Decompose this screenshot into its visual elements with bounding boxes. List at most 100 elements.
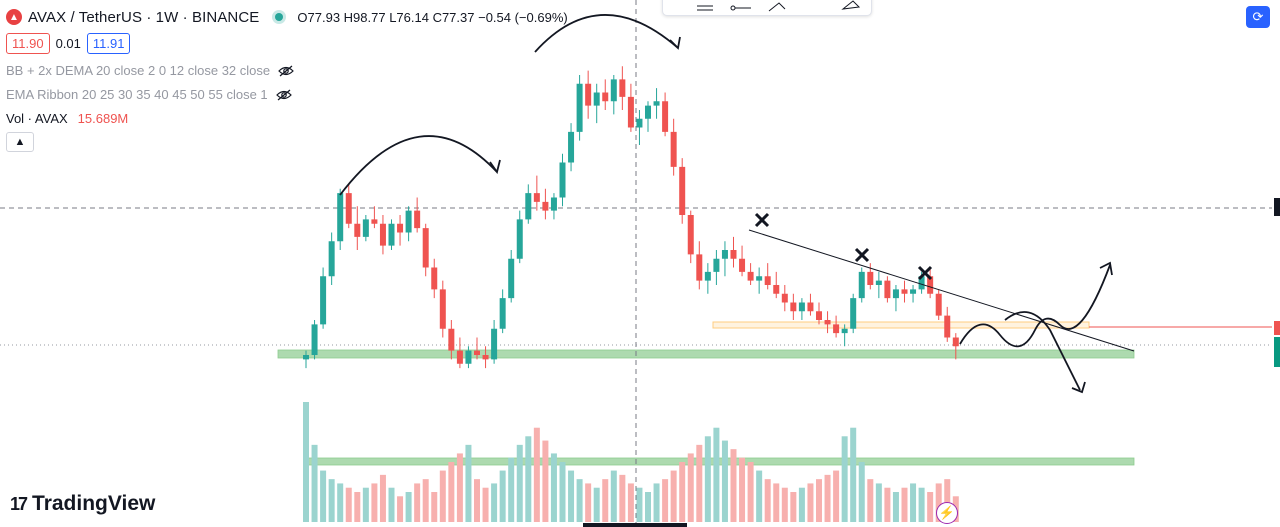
volume-bar xyxy=(824,474,831,522)
candle-body xyxy=(431,267,438,290)
volume-bar xyxy=(747,462,754,522)
indicator-label: EMA Ribbon 20 25 30 35 40 45 50 55 close… xyxy=(6,87,268,102)
arrowhead-1 xyxy=(489,159,501,175)
volume-legend[interactable]: Vol · AVAX 15.689M xyxy=(6,111,128,126)
volume-bar xyxy=(636,487,643,522)
drawing-toolbar[interactable] xyxy=(662,0,872,16)
candle-body xyxy=(542,201,549,211)
candle-body xyxy=(867,271,874,285)
volume-bar xyxy=(935,483,942,522)
candle-body xyxy=(328,241,335,277)
spread-value: 0.01 xyxy=(55,36,81,51)
eye-off-icon[interactable] xyxy=(275,89,292,101)
candle-body xyxy=(687,215,694,255)
eye-off-icon[interactable] xyxy=(278,65,294,77)
candle-body xyxy=(379,223,386,246)
volume-bar xyxy=(397,496,404,522)
volume-bar xyxy=(781,487,788,522)
projection-down-path xyxy=(1004,311,1081,391)
resistance-zone xyxy=(712,321,1090,329)
candle-body xyxy=(576,83,583,132)
volume-bar xyxy=(345,487,352,522)
volume-bar xyxy=(533,427,540,522)
volume-bar xyxy=(619,474,626,522)
volume-bar xyxy=(662,479,669,522)
volume-bar xyxy=(610,470,617,522)
volume-bar xyxy=(328,479,335,522)
volume-bar xyxy=(867,479,874,522)
volume-bar xyxy=(875,483,882,522)
volume-bar xyxy=(414,483,421,522)
candle-body xyxy=(362,219,369,237)
candle-body xyxy=(491,328,498,360)
candle-body xyxy=(320,276,327,325)
candle-body xyxy=(585,83,592,106)
volume-bar xyxy=(491,483,498,522)
volume-bar xyxy=(721,440,728,522)
volume-bar xyxy=(841,436,848,522)
volume-value: 15.689M xyxy=(77,111,129,126)
volume-bar xyxy=(696,444,703,522)
volume-bar xyxy=(807,483,814,522)
volume-bar xyxy=(542,440,549,522)
collapse-legend-button[interactable]: ▲ xyxy=(6,132,34,152)
arrowhead-down xyxy=(1071,381,1086,394)
volume-bar xyxy=(303,402,309,522)
arc-arrow-2 xyxy=(534,14,679,53)
sell-price-button[interactable]: 11.90 xyxy=(6,33,50,54)
tradingview-logo[interactable]: 17 TradingView xyxy=(10,492,155,516)
volume-bar xyxy=(790,492,797,522)
volume-bar xyxy=(653,483,660,522)
candle-body xyxy=(696,254,703,281)
arrowhead-up xyxy=(1099,261,1113,276)
time-scale-marker xyxy=(583,523,687,527)
candle-body xyxy=(388,223,395,246)
candle-body xyxy=(670,131,677,167)
candle-body xyxy=(439,289,446,329)
volume-bar xyxy=(918,487,925,522)
candle-body xyxy=(354,223,361,237)
volume-bar xyxy=(798,487,805,522)
volume-bar xyxy=(739,457,746,522)
candle-body xyxy=(593,92,600,106)
volume-bar xyxy=(431,492,438,522)
volume-bar xyxy=(550,453,557,522)
volume-bar xyxy=(422,479,429,522)
volume-bar xyxy=(730,449,737,522)
buy-price-button[interactable]: 11.91 xyxy=(86,33,131,54)
volume-bar xyxy=(679,462,686,522)
indicator-bb-dema[interactable]: BB + 2x DEMA 20 close 2 0 12 close 32 cl… xyxy=(6,63,294,78)
candle-body xyxy=(337,193,344,242)
volume-bar xyxy=(927,492,934,522)
descending-trendline xyxy=(748,229,1135,352)
candle-body xyxy=(610,79,617,102)
chart-title[interactable]: AVAX / TetherUS · 1W · BINANCE xyxy=(28,8,260,26)
candle-body xyxy=(422,228,429,268)
chart-settings-button[interactable]: ⟳ xyxy=(1246,6,1270,28)
candle-body xyxy=(405,210,412,233)
candle-body xyxy=(550,197,557,211)
volume-bar xyxy=(362,487,369,522)
chart-header: ▲ AVAX / TetherUS · 1W · BINANCE O77.93 … xyxy=(6,6,568,28)
volume-bar xyxy=(482,487,489,522)
candle-body xyxy=(798,302,805,312)
volume-bar xyxy=(508,457,515,522)
arc-arrow-1 xyxy=(339,135,498,196)
volume-bar xyxy=(559,462,566,522)
candle-body xyxy=(508,258,515,299)
indicator-ema-ribbon[interactable]: EMA Ribbon 20 25 30 35 40 45 50 55 close… xyxy=(6,87,292,102)
candle-body xyxy=(525,193,532,220)
candle-body xyxy=(858,271,865,299)
volume-bar xyxy=(833,470,840,522)
flash-icon[interactable]: ⚡ xyxy=(936,502,958,524)
candle-body xyxy=(397,223,404,233)
drawing-tools-icon[interactable] xyxy=(663,0,871,15)
tradingview-logo-text: TradingView xyxy=(32,492,156,515)
volume-bar xyxy=(764,479,771,522)
candle-body xyxy=(739,258,746,272)
candle-body xyxy=(721,250,728,259)
volume-bar xyxy=(525,436,532,522)
arrowhead-2 xyxy=(669,36,681,50)
candle-body xyxy=(918,276,925,290)
